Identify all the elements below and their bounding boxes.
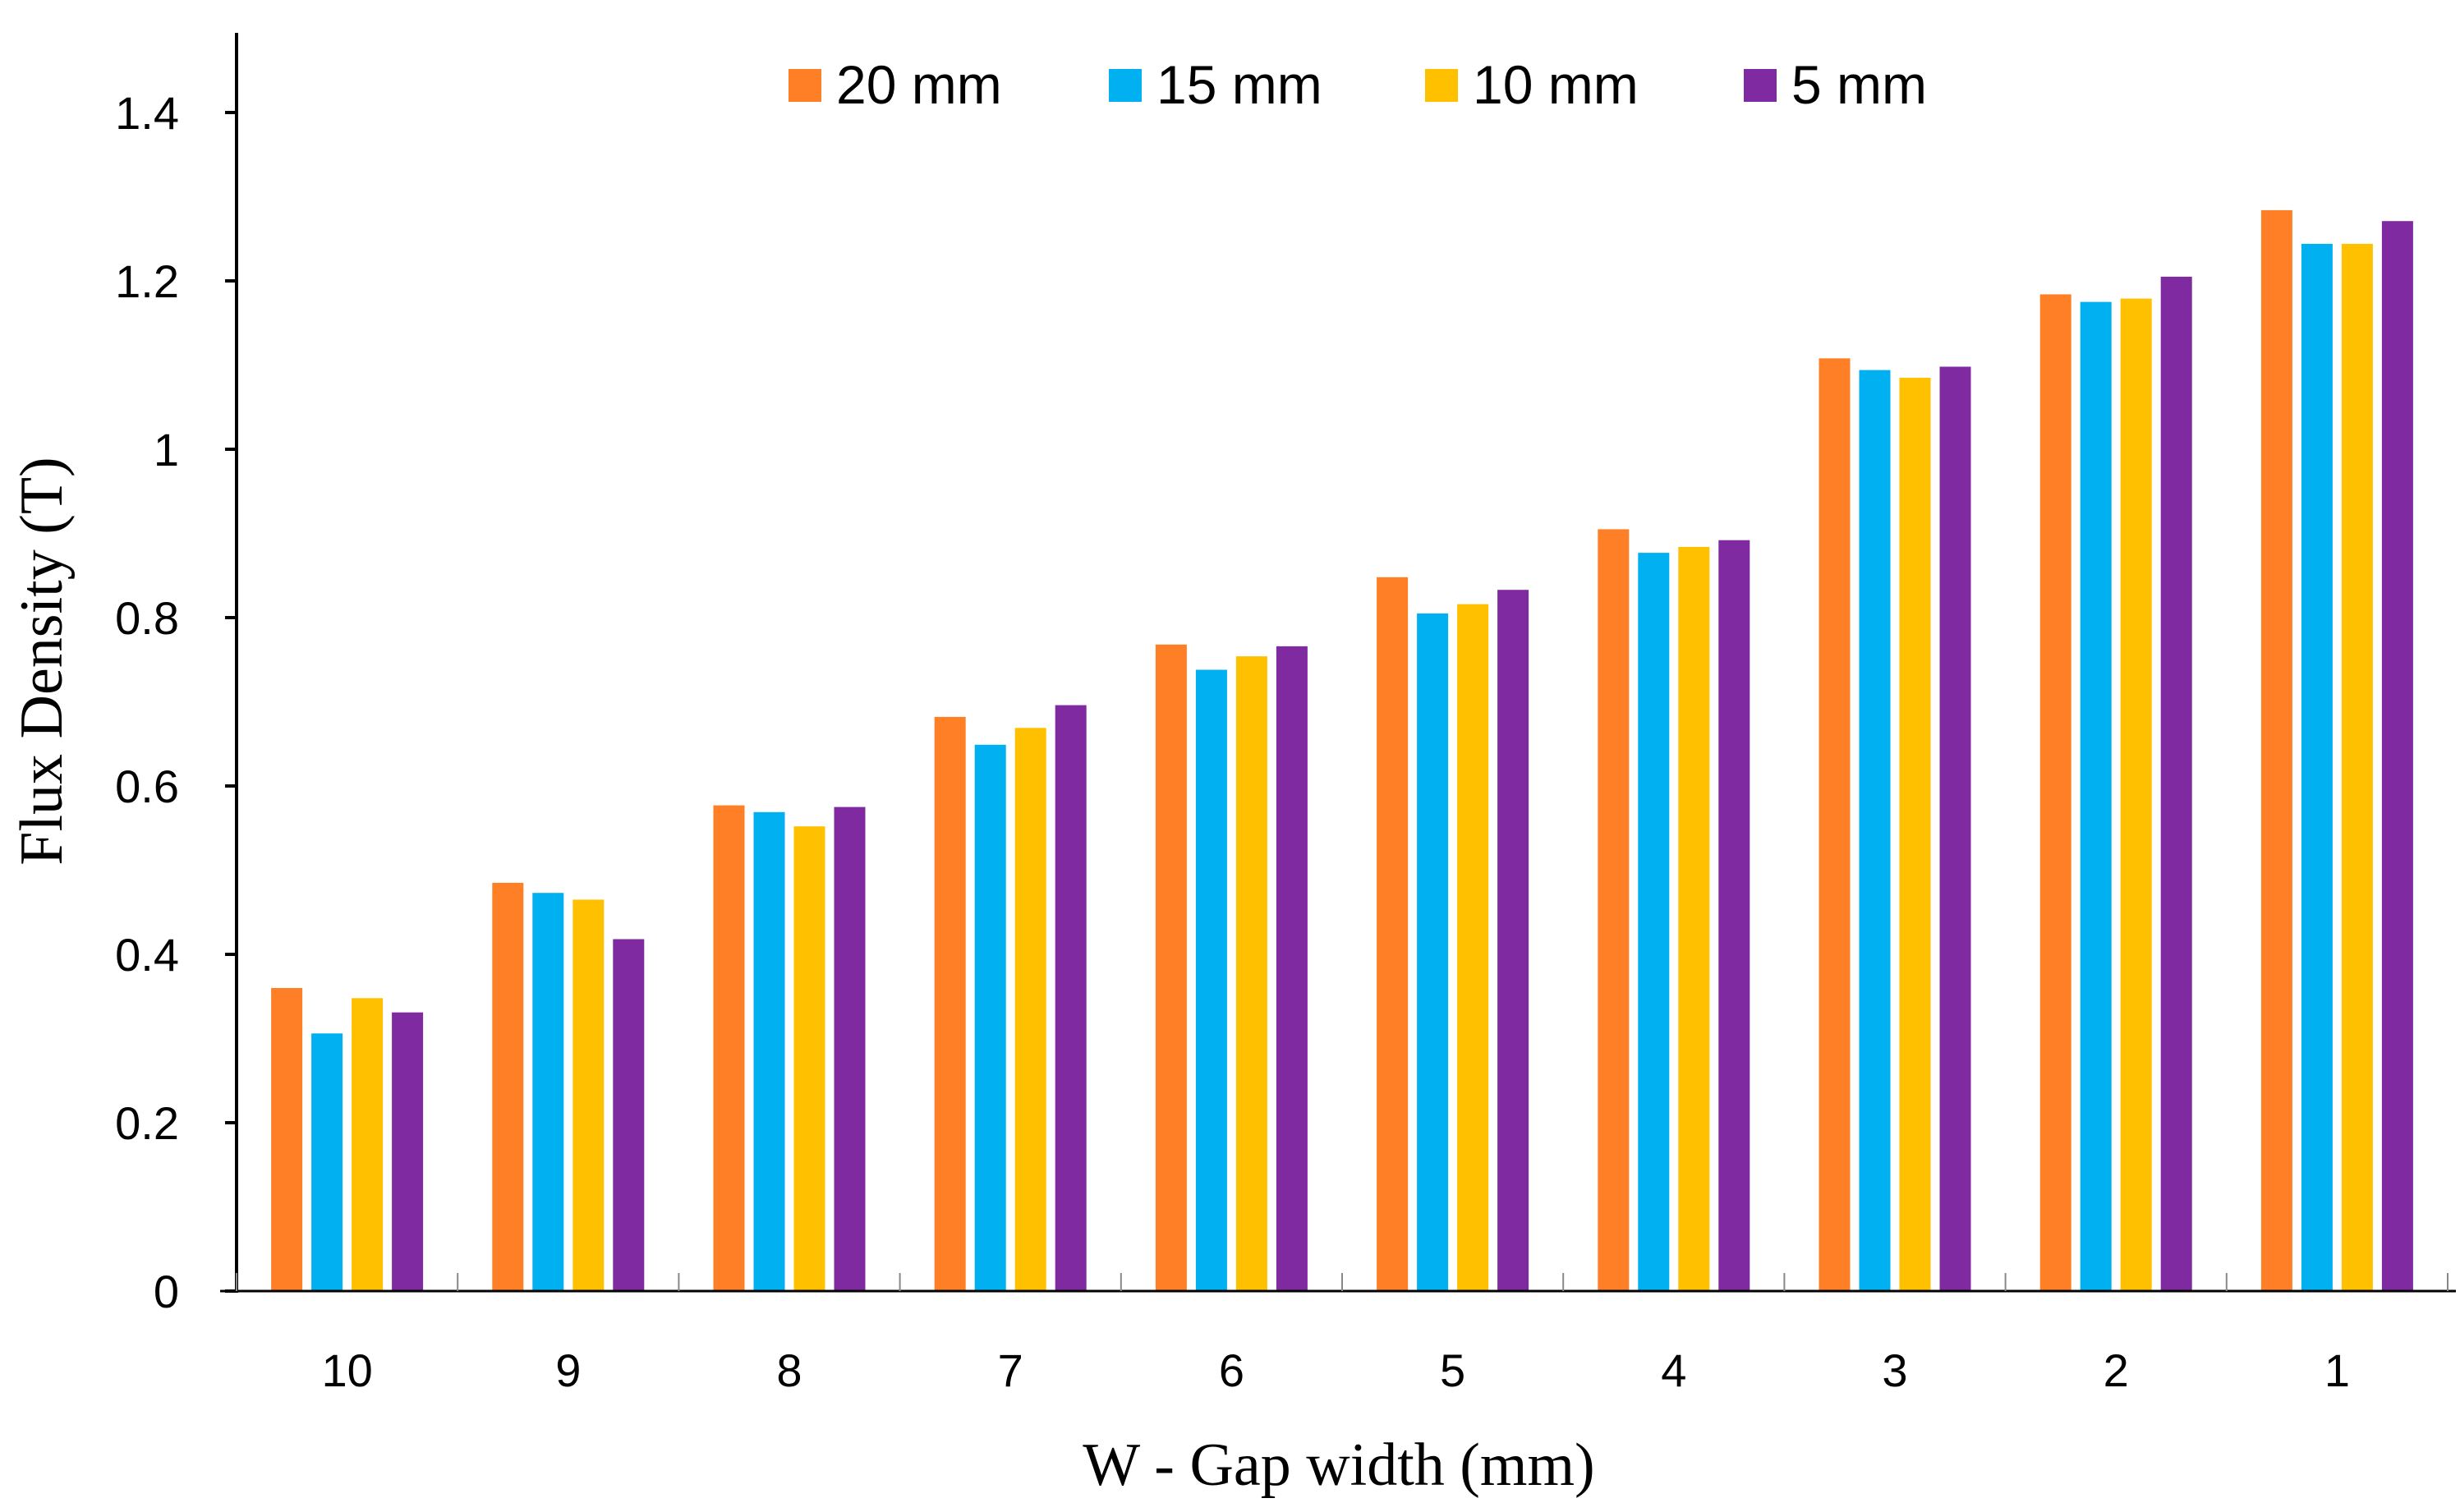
bar-20mm-w2 <box>2039 294 2071 1291</box>
y-tick-label: 0.6 <box>115 761 179 812</box>
legend-swatch-5mm <box>1744 69 1777 102</box>
bar-5mm-w2 <box>2160 276 2192 1291</box>
bar-10mm-w1 <box>2341 243 2373 1291</box>
x-axis-title: W - Gap width (mm) <box>1083 1432 1594 1499</box>
y-tick-label: 1 <box>154 424 179 476</box>
x-tick-label: 6 <box>1219 1344 1244 1396</box>
bar-20mm-w6 <box>1155 644 1187 1291</box>
bar-20mm-w8 <box>713 805 745 1291</box>
bar-15mm-w10 <box>311 1033 343 1291</box>
legend: 20 mm 15 mm 10 mm 5 mm <box>789 54 1927 115</box>
bar-5mm-w6 <box>1276 646 1308 1291</box>
bar-10mm-w2 <box>2120 298 2152 1291</box>
axes-group <box>220 33 2456 1293</box>
bar-20mm-w10 <box>271 988 303 1291</box>
legend-swatch-10mm <box>1425 69 1458 102</box>
bar-20mm-w7 <box>934 716 966 1291</box>
bar-15mm-w6 <box>1195 669 1227 1291</box>
bar-15mm-w8 <box>753 811 785 1291</box>
bar-5mm-w5 <box>1497 590 1529 1291</box>
y-axis-title: Flux Density (T) <box>8 457 76 865</box>
bar-15mm-w5 <box>1417 613 1449 1291</box>
y-tick-label: 1.4 <box>115 87 179 139</box>
bar-15mm-w9 <box>532 893 564 1291</box>
bar-15mm-w1 <box>2301 243 2333 1291</box>
x-axis-ticks: 10 9 8 7 6 5 4 3 2 1 <box>236 1273 2449 1396</box>
bar-5mm-w9 <box>613 939 645 1291</box>
bar-15mm-w3 <box>1859 370 1891 1292</box>
y-tick-label: 1.2 <box>115 255 179 307</box>
bar-5mm-w7 <box>1055 705 1087 1291</box>
x-tick-label: 2 <box>2104 1344 2129 1396</box>
bar-20mm-w4 <box>1598 529 1630 1291</box>
bar-10mm-w4 <box>1678 546 1710 1291</box>
x-tick-label: 5 <box>1440 1344 1465 1396</box>
bar-5mm-w3 <box>1939 366 1971 1291</box>
bar-15mm-w4 <box>1638 553 1670 1291</box>
bar-5mm-w10 <box>392 1012 424 1291</box>
x-tick-label: 7 <box>998 1344 1023 1396</box>
bar-10mm-w6 <box>1235 656 1267 1291</box>
y-tick-label: 0.4 <box>115 929 179 981</box>
bar-series-group <box>271 209 2413 1292</box>
x-tick-label: 3 <box>1882 1344 1907 1396</box>
legend-label: 10 mm <box>1473 54 1639 115</box>
legend-swatch-20mm <box>789 69 821 102</box>
bar-5mm-w8 <box>834 807 866 1291</box>
bar-20mm-w1 <box>2260 209 2292 1291</box>
legend-label: 15 mm <box>1156 54 1322 115</box>
bar-20mm-w5 <box>1377 577 1409 1291</box>
x-tick-label: 8 <box>776 1344 802 1396</box>
x-tick-label: 4 <box>1661 1344 1686 1396</box>
bar-5mm-w4 <box>1718 540 1750 1291</box>
legend-label: 5 mm <box>1791 54 1927 115</box>
legend-label: 20 mm <box>836 54 1002 115</box>
bar-10mm-w10 <box>352 998 384 1291</box>
x-tick-label: 10 <box>321 1344 372 1396</box>
y-tick-label: 0.8 <box>115 592 179 644</box>
bar-10mm-w8 <box>793 826 825 1291</box>
bar-5mm-w1 <box>2381 221 2413 1292</box>
y-tick-label: 0.2 <box>115 1097 179 1149</box>
y-axis-ticks: 0 0.2 0.4 0.6 0.8 1 1.2 1.4 <box>115 87 237 1317</box>
bar-20mm-w9 <box>492 882 524 1291</box>
bar-10mm-w7 <box>1014 728 1046 1291</box>
legend-swatch-15mm <box>1109 69 1142 102</box>
x-tick-label: 9 <box>555 1344 581 1396</box>
bar-15mm-w7 <box>974 744 1006 1291</box>
bar-20mm-w3 <box>1819 358 1851 1291</box>
bar-10mm-w3 <box>1899 377 1931 1291</box>
bar-10mm-w9 <box>572 899 605 1291</box>
y-tick-label: 0 <box>154 1266 179 1317</box>
bar-15mm-w2 <box>2080 301 2112 1292</box>
bar-10mm-w5 <box>1457 604 1489 1291</box>
x-tick-label: 1 <box>2324 1344 2350 1396</box>
